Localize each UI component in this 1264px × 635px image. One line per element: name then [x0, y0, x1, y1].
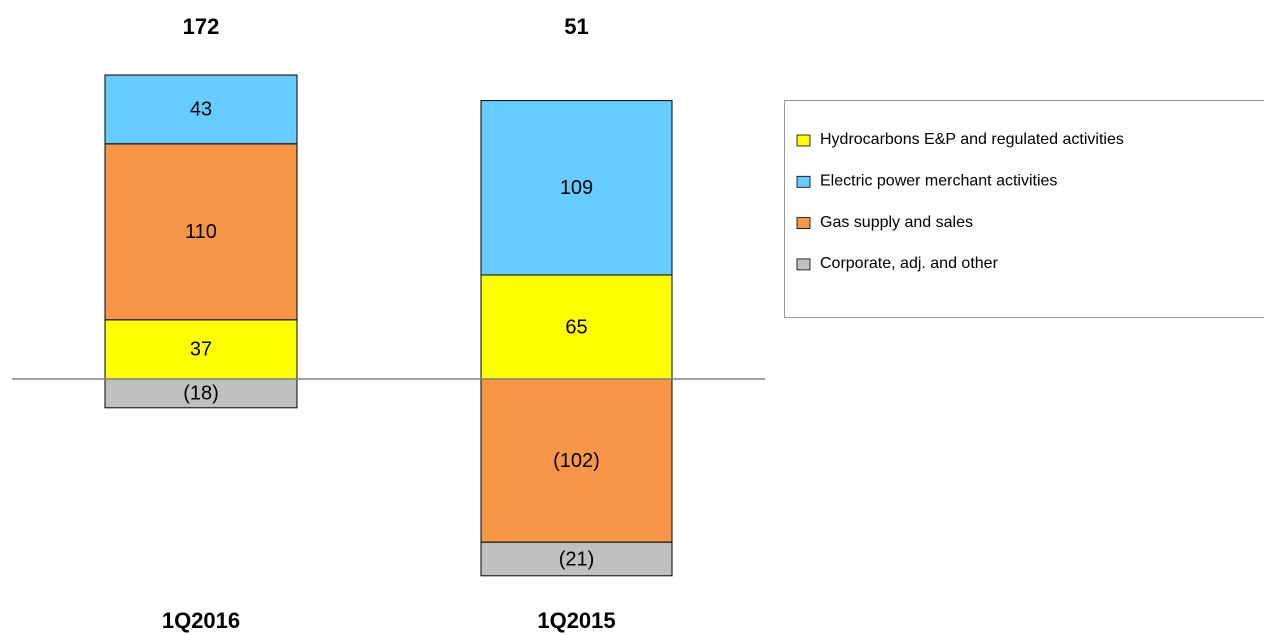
bar-segment	[480, 100, 673, 276]
total-label: 172	[183, 14, 220, 39]
legend-swatch	[796, 134, 811, 147]
data-label: 110	[185, 221, 217, 243]
data-label: (21)	[559, 548, 595, 570]
legend-label: Hydrocarbons E&P and regulated activitie…	[820, 131, 1124, 148]
category-label: 1Q2016	[162, 608, 240, 633]
data-label: (18)	[183, 383, 219, 405]
legend-label: Corporate, adj. and other	[820, 255, 999, 272]
bar-segment	[104, 143, 298, 321]
data-label: 65	[565, 316, 587, 338]
legend-box	[784, 100, 1264, 318]
total-label: 51	[564, 14, 588, 39]
data-label: 109	[560, 177, 593, 199]
legend-swatch	[796, 217, 811, 230]
bar-segment	[480, 274, 673, 380]
data-label: 37	[190, 339, 212, 361]
legend-label: Electric power merchant activities	[820, 173, 1057, 190]
data-label: (102)	[553, 450, 600, 472]
data-label: 43	[190, 99, 212, 121]
bar-segment	[104, 378, 298, 409]
legend-swatch	[796, 258, 811, 271]
legend-swatch	[796, 175, 811, 188]
bar-segment	[104, 319, 298, 380]
legend-label: Gas supply and sales	[820, 214, 973, 231]
bar-segment	[104, 74, 298, 145]
bar-segment	[480, 541, 673, 577]
category-label: 1Q2015	[537, 608, 615, 633]
bar-segment	[480, 378, 673, 543]
